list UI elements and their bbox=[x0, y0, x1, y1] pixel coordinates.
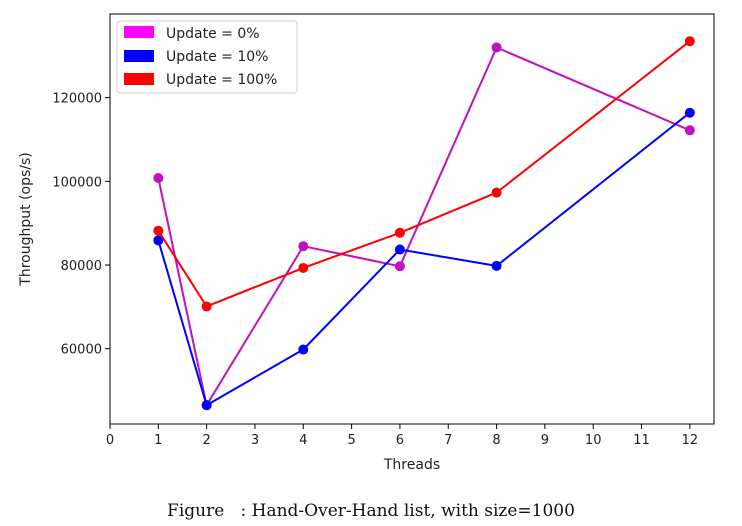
legend: Update = 0% Update = 10% Update = 100% bbox=[116, 20, 298, 94]
series-line-update-10 bbox=[157, 111, 691, 407]
x-tick-label: 10 bbox=[585, 433, 602, 448]
data-point-update-100 bbox=[201, 301, 212, 312]
x-tick-label: 9 bbox=[541, 433, 549, 448]
x-axis-label: Threads bbox=[383, 457, 440, 473]
series-line-update-100 bbox=[157, 40, 691, 308]
legend-swatch-update-10 bbox=[124, 50, 154, 62]
y-tick-label: 100000 bbox=[52, 175, 102, 190]
data-point-update-0 bbox=[394, 261, 405, 272]
x-tick-label: 3 bbox=[251, 433, 259, 448]
x-tick-label: 4 bbox=[299, 433, 307, 448]
data-point-update-100 bbox=[394, 227, 405, 238]
x-tick-label: 6 bbox=[396, 433, 404, 448]
data-point-update-10 bbox=[153, 235, 164, 246]
data-point-update-10 bbox=[491, 260, 502, 271]
data-point-update-100 bbox=[684, 36, 695, 47]
data-point-update-0 bbox=[491, 42, 502, 53]
y-axis-label: Throughput (ops/s) bbox=[18, 152, 34, 286]
data-point-update-0 bbox=[684, 125, 695, 136]
data-point-update-10 bbox=[201, 400, 212, 411]
legend-box bbox=[116, 20, 298, 94]
x-tick-label: 8 bbox=[492, 433, 500, 448]
line-chart: 0 1 2 3 4 5 6 7 8 9 10 11 12 6000080000100000120000 … bbox=[18, 13, 715, 473]
figure-caption: Figure : Hand-Over-Hand list, with size=… bbox=[167, 501, 575, 521]
data-point-update-100 bbox=[298, 262, 309, 273]
x-tick-label: 0 bbox=[106, 433, 114, 448]
legend-label-update-100: Update = 100% bbox=[166, 72, 277, 88]
x-tick-label: 5 bbox=[347, 433, 355, 448]
data-point-update-10 bbox=[394, 244, 405, 255]
x-axis: 0 1 2 3 4 5 6 7 8 9 10 11 12 bbox=[106, 424, 698, 448]
series-update-100 bbox=[153, 36, 695, 312]
series-update-10 bbox=[153, 107, 695, 411]
y-axis: 60000 80000 100000 120000 bbox=[52, 92, 110, 358]
legend-swatch-update-100 bbox=[124, 73, 154, 85]
data-point-update-100 bbox=[153, 225, 164, 236]
y-tick-label: 120000 bbox=[52, 92, 102, 107]
data-point-update-0 bbox=[153, 173, 164, 183]
x-tick-label: 1 bbox=[154, 433, 162, 448]
series-layer bbox=[153, 36, 695, 411]
data-point-update-10 bbox=[298, 344, 309, 355]
legend-label-update-10: Update = 10% bbox=[166, 49, 268, 65]
legend-label-update-0: Update = 0% bbox=[166, 26, 260, 42]
data-point-update-0 bbox=[298, 241, 309, 252]
y-tick-label: 80000 bbox=[61, 259, 102, 274]
x-tick-label: 12 bbox=[682, 433, 699, 448]
data-point-update-10 bbox=[684, 107, 695, 118]
series-line-update-0 bbox=[157, 46, 691, 407]
x-tick-label: 2 bbox=[202, 433, 210, 448]
x-tick-label: 11 bbox=[633, 433, 650, 448]
data-point-update-100 bbox=[491, 187, 502, 198]
legend-swatch-update-0 bbox=[124, 26, 154, 38]
x-tick-label: 7 bbox=[444, 433, 452, 448]
y-tick-label: 60000 bbox=[61, 343, 102, 358]
